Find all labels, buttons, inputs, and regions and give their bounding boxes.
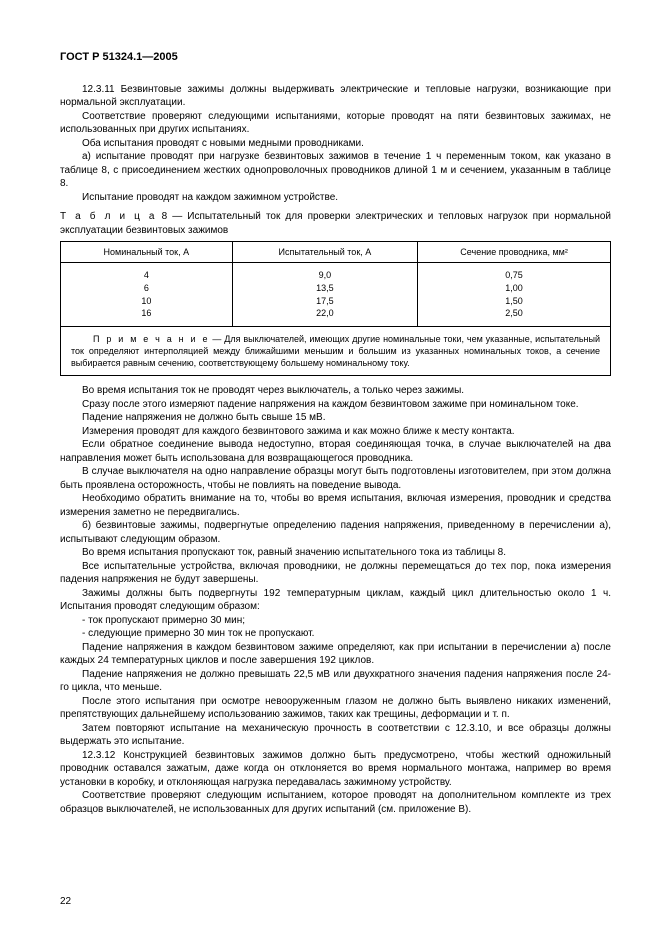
table-label: Т а б л и ц а — [60, 211, 157, 222]
test-current-table: Номинальный ток, А Испытательный ток, А … — [60, 241, 611, 376]
cell-value: 0,75 — [424, 269, 604, 282]
col-test-current: Испытательный ток, А — [232, 242, 418, 263]
paragraph: Падение напряжения в каждом безвинтовом … — [60, 641, 611, 668]
cell-value: 16 — [67, 307, 226, 320]
cell-nominal: 4 6 10 16 — [61, 263, 233, 326]
paragraph: Сразу после этого измеряют падение напря… — [60, 398, 611, 412]
table-header-row: Номинальный ток, А Испытательный ток, А … — [61, 242, 611, 263]
cell-value: 22,0 — [239, 307, 412, 320]
paragraph: Измерения проводят для каждого безвинтов… — [60, 425, 611, 439]
cell-test: 9,0 13,5 17,5 22,0 — [232, 263, 418, 326]
paragraph: Соответствие проверяют следующими испыта… — [60, 110, 611, 137]
paragraph: 12.3.12 Конструкцией безвинтовых зажимов… — [60, 749, 611, 790]
paragraph: Соответствие проверяют следующим испытан… — [60, 789, 611, 816]
cell-value: 13,5 — [239, 282, 412, 295]
paragraph: - следующие примерно 30 мин ток не пропу… — [60, 627, 611, 641]
table-caption: Т а б л и ц а 8 — Испытательный ток для … — [60, 210, 611, 237]
cell-value: 6 — [67, 282, 226, 295]
paragraph: 12.3.11 Безвинтовые зажимы должны выдерж… — [60, 83, 611, 110]
cell-value: 1,50 — [424, 295, 604, 308]
paragraph: Испытание проводят на каждом зажимном ус… — [60, 191, 611, 205]
note-label: П р и м е ч а н и е — [93, 334, 209, 344]
paragraph: Во время испытания пропускают ток, равны… — [60, 546, 611, 560]
document-code: ГОСТ Р 51324.1—2005 — [60, 50, 611, 65]
col-nominal-current: Номинальный ток, А — [61, 242, 233, 263]
cell-value: 10 — [67, 295, 226, 308]
paragraph: а) испытание проводят при нагрузке безви… — [60, 150, 611, 191]
paragraph: Необходимо обратить внимание на то, чтоб… — [60, 492, 611, 519]
page: ГОСТ Р 51324.1—2005 12.3.11 Безвинтовые … — [0, 0, 661, 936]
page-number: 22 — [60, 895, 71, 909]
cell-value: 2,50 — [424, 307, 604, 320]
table-note-row: П р и м е ч а н и е — Для выключателей, … — [61, 326, 611, 375]
table-note-cell: П р и м е ч а н и е — Для выключателей, … — [61, 326, 611, 375]
cell-section: 0,75 1,00 1,50 2,50 — [418, 263, 611, 326]
paragraph: - ток пропускают примерно 30 мин; — [60, 614, 611, 628]
paragraph: Падение напряжения не должно быть свыше … — [60, 411, 611, 425]
paragraph: Все испытательные устройства, включая пр… — [60, 560, 611, 587]
cell-value: 9,0 — [239, 269, 412, 282]
table-data-row: 4 6 10 16 9,0 13,5 17,5 22,0 0,75 1,00 1… — [61, 263, 611, 326]
paragraph: Падение напряжения не должно превышать 2… — [60, 668, 611, 695]
cell-value: 4 — [67, 269, 226, 282]
paragraph: Зажимы должны быть подвергнуты 192 темпе… — [60, 587, 611, 614]
paragraph: Затем повторяют испытание на механическу… — [60, 722, 611, 749]
col-conductor-cross-section: Сечение проводника, мм² — [418, 242, 611, 263]
paragraph: Если обратное соединение вывода недоступ… — [60, 438, 611, 465]
paragraph: В случае выключателя на одно направление… — [60, 465, 611, 492]
cell-value: 17,5 — [239, 295, 412, 308]
paragraph: После этого испытания при осмотре невоор… — [60, 695, 611, 722]
paragraph: Оба испытания проводят с новыми медными … — [60, 137, 611, 151]
paragraph: Во время испытания ток не проводят через… — [60, 384, 611, 398]
paragraph: б) безвинтовые зажимы, подвергнутые опре… — [60, 519, 611, 546]
cell-value: 1,00 — [424, 282, 604, 295]
